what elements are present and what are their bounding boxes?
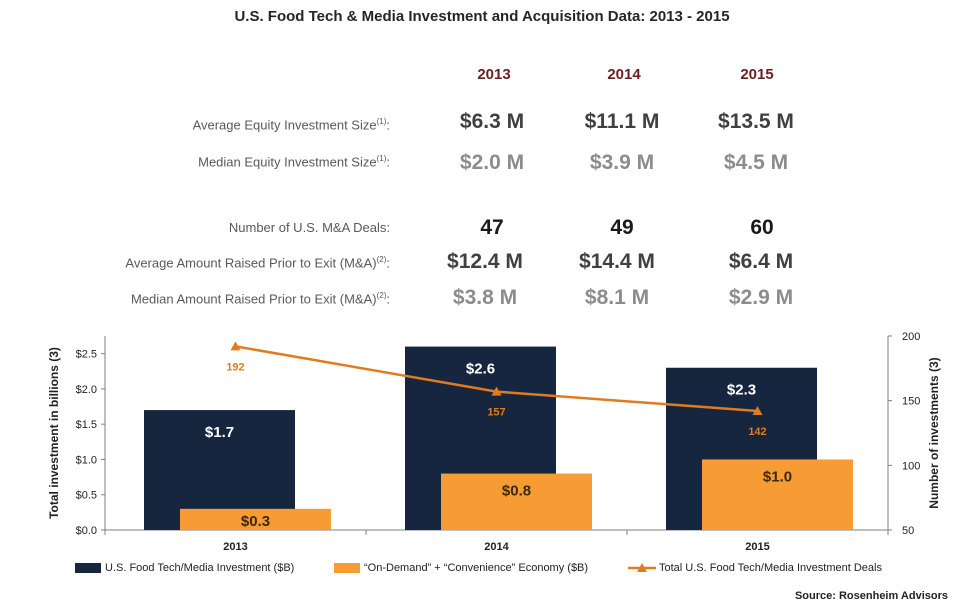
bar-investment-label: $2.3: [727, 382, 756, 399]
bar-on-demand: [180, 508, 331, 530]
ma-deals-2014: 49: [610, 216, 634, 239]
bar-on-demand-label: $0.8: [502, 483, 531, 500]
median-raised-2015: $2.9 M: [728, 286, 794, 309]
bar-investment-label: $1.7: [205, 424, 234, 441]
median-equity-2014: $3.9 M: [589, 151, 655, 174]
y2-tick-label: 100: [902, 460, 920, 472]
source-note: Source: Rosenheim Advisors: [794, 590, 948, 602]
median-equity-2013: $2.0 M: [459, 151, 525, 174]
year-header-2013: 2013: [477, 66, 511, 83]
year-header-2015: 2015: [740, 66, 774, 83]
avg-raised-2015: $6.4 M: [728, 250, 794, 273]
ma-deals-label: Number of U.S. M&A Deals:: [228, 220, 390, 235]
legend-swatch-deals: [628, 563, 656, 573]
avg-equity-2013: $6.3 M: [459, 110, 525, 133]
deals-point-label: 157: [487, 407, 505, 419]
y-tick-label: $1.5: [76, 419, 97, 431]
legend-swatch-on-demand: [334, 563, 360, 574]
avg-equity-label: Average Equity Investment Size(1):: [192, 117, 390, 133]
year-header-2014: 2014: [607, 66, 641, 83]
bar-on-demand-label: $0.3: [241, 513, 270, 530]
bar-on-demand-label: $1.0: [763, 468, 792, 485]
y-tick-label: $2.0: [76, 384, 97, 396]
avg-raised-label: Average Amount Raised Prior to Exit (M&A…: [125, 255, 390, 271]
legend-swatch-investment: [75, 563, 101, 574]
x-tick-label: 2015: [745, 541, 769, 553]
deals-point: [752, 406, 763, 416]
y-tick-label: $1.0: [76, 454, 97, 466]
bar-investment-label: $2.6: [466, 361, 495, 378]
deals-point-label: 142: [748, 426, 766, 438]
median-equity-2015: $4.5 M: [723, 151, 789, 174]
y-tick-label: $0.5: [76, 490, 97, 502]
avg-raised-2014: $14.4 M: [579, 250, 655, 273]
median-equity-label: Median Equity Investment Size(1):: [198, 154, 390, 170]
ma-deals-2013: 47: [480, 216, 504, 239]
bar-on-demand: [702, 459, 853, 530]
y-axis-title: Total investment in billions (3): [47, 347, 61, 519]
deals-point-label: 192: [226, 361, 244, 373]
legend-item-investment: U.S. Food Tech/Media Investment ($B): [75, 562, 294, 574]
median-raised-label: Median Amount Raised Prior to Exit (M&A)…: [130, 291, 390, 307]
y2-tick-label: 150: [902, 396, 920, 408]
y-tick-label: $2.5: [76, 349, 97, 361]
legend-item-deals: Total U.S. Food Tech/Media Investment De…: [628, 562, 882, 574]
y2-tick-label: 200: [902, 331, 920, 343]
avg-raised-2013: $12.4 M: [447, 250, 523, 273]
bar-on-demand: [441, 473, 592, 530]
page-title: U.S. Food Tech & Media Investment and Ac…: [234, 8, 730, 25]
median-raised-2014: $8.1 M: [584, 286, 650, 309]
deals-point: [230, 341, 241, 351]
avg-equity-2015: $13.5 M: [718, 110, 794, 133]
avg-equity-2014: $11.1 M: [584, 110, 660, 133]
x-tick-label: 2013: [223, 541, 247, 553]
y-tick-label: $0.0: [76, 525, 97, 537]
legend-item-on-demand: “On-Demand” + “Convenience” Economy ($B): [334, 562, 588, 574]
deals-point: [491, 386, 502, 396]
y2-axis-title: Number of investments (3): [927, 357, 941, 508]
y2-tick-label: 50: [902, 525, 914, 537]
ma-deals-2015: 60: [750, 216, 774, 239]
median-raised-2013: $3.8 M: [452, 286, 518, 309]
x-tick-label: 2014: [484, 541, 509, 553]
